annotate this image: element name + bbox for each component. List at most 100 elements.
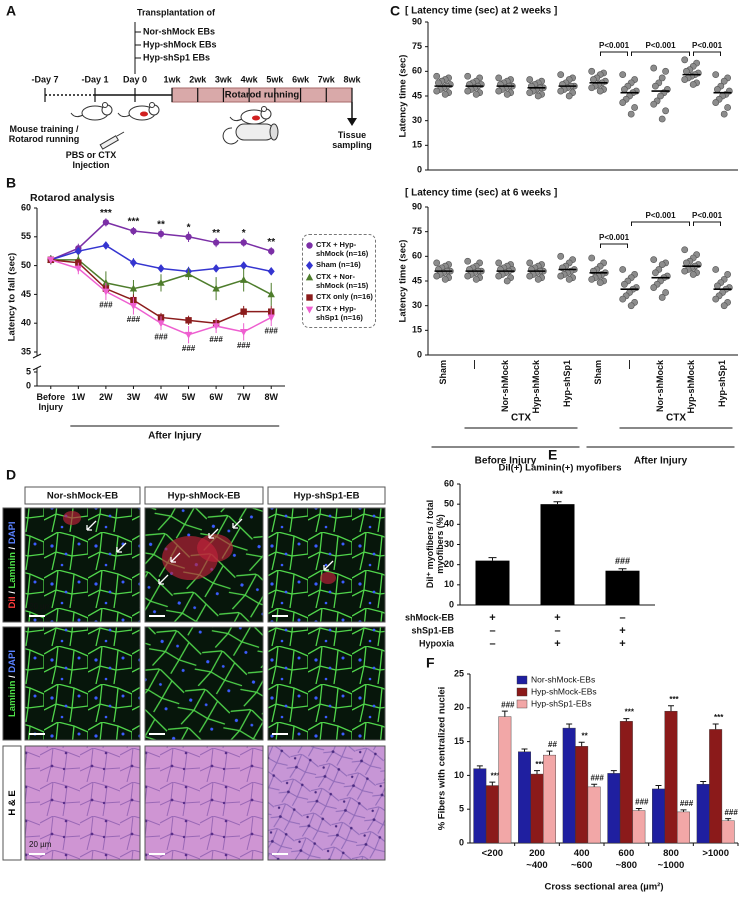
- significance-label: ***: [669, 695, 679, 704]
- data-point: [658, 74, 666, 82]
- data-point: [464, 257, 472, 265]
- data-point: [650, 284, 658, 291]
- arrow: [323, 560, 334, 571]
- y-tick-label: 25: [454, 668, 464, 678]
- row-label: H & E: [7, 790, 18, 815]
- bar: [518, 751, 531, 844]
- syringe-needle: [116, 131, 125, 137]
- timepoint-label: 3wk: [215, 74, 233, 84]
- legend-marker: [305, 306, 314, 314]
- row-label-part: DAPI: [7, 650, 18, 673]
- arrow: [158, 574, 169, 585]
- bar: [619, 721, 633, 844]
- condition-mark: –: [489, 638, 495, 650]
- x-tick-label: 600 ~800: [615, 848, 638, 871]
- y-tick-label: 15: [412, 140, 422, 150]
- column-header: Nor-shMock-EB: [47, 491, 118, 502]
- bar: [677, 811, 690, 844]
- y-tick-label: 0: [26, 380, 31, 390]
- data-point: [619, 71, 627, 79]
- y-tick-label: 90: [412, 201, 422, 211]
- error-bar: [521, 748, 528, 752]
- micrograph: [24, 626, 141, 741]
- timepoint-label: 6wk: [292, 74, 310, 84]
- condition-mark: +: [619, 638, 625, 650]
- y-tick-label: 20: [444, 559, 454, 569]
- axis-break: [32, 353, 42, 359]
- x-tick-label: Sham: [438, 360, 448, 385]
- significance-label: ***: [491, 771, 501, 780]
- significance-label: ###: [182, 344, 196, 353]
- error-bar: [501, 710, 508, 717]
- x-tick-label: 5W: [181, 392, 196, 402]
- phase-label: After Injury: [634, 456, 688, 467]
- condition-name: shSp1-EB: [411, 625, 454, 635]
- condition-mark: +: [489, 612, 495, 624]
- y-tick-label: 5: [459, 804, 464, 814]
- transplant-group: Hyp-shSp1 EBs: [143, 52, 210, 62]
- x-tick-label: 200 ~400: [526, 848, 548, 871]
- significance-label: ###: [127, 315, 141, 324]
- point: [185, 317, 192, 324]
- comparison-bracket: [631, 221, 690, 226]
- comparison-bracket: [600, 51, 628, 56]
- significance-label: *: [242, 228, 246, 239]
- data-point: [627, 302, 635, 310]
- point: [47, 256, 55, 264]
- point: [240, 239, 247, 246]
- dii-signal: [63, 511, 81, 525]
- y-tick-label: 35: [21, 346, 31, 356]
- data-point: [526, 259, 534, 267]
- data-point: [619, 295, 627, 303]
- y-tick-label: 30: [412, 300, 422, 310]
- x-tick-label: 1W: [71, 392, 86, 402]
- comparison-bracket: [600, 243, 628, 248]
- data-point: [712, 71, 720, 79]
- data-point: [720, 77, 728, 85]
- mouse-tail: [229, 116, 243, 122]
- bar: [498, 716, 512, 844]
- mouse-tail: [117, 112, 131, 118]
- data-point: [557, 272, 565, 280]
- x-tick-label: 6W: [209, 392, 223, 402]
- data-point: [441, 275, 449, 283]
- significance-label: ###: [680, 799, 694, 808]
- legend-item: CTX only (n=16): [305, 292, 373, 302]
- legend-item: CTX + Hyp-shSp1 (n=16): [305, 304, 373, 322]
- legend-swatch: [516, 699, 528, 709]
- comparison-label: P<0.001: [645, 211, 676, 220]
- timepoint-label: 7wk: [318, 74, 336, 84]
- timepoint-label: -Day 1: [81, 74, 108, 84]
- y-axis-label: Latency time (sec): [398, 240, 409, 323]
- error-bar: [623, 718, 630, 722]
- x-tick-label: Nor-shMock: [655, 359, 665, 412]
- comparison-label: P<0.001: [645, 41, 676, 50]
- syringe: [99, 135, 119, 150]
- error-bar: [610, 770, 617, 774]
- data-point: [565, 275, 573, 283]
- error-bar: [725, 818, 732, 821]
- comparison-label: P<0.001: [599, 233, 630, 242]
- group-label: CTX: [511, 413, 531, 424]
- arrow: [170, 552, 181, 563]
- significance-label: ###: [209, 335, 223, 344]
- data-point: [650, 100, 658, 108]
- y-tick-label: 0: [449, 599, 454, 609]
- error-bar: [546, 750, 553, 756]
- point: [130, 227, 137, 235]
- x-tick-label: 4W: [154, 392, 168, 402]
- condition-mark: +: [554, 612, 560, 624]
- row-label-part: /: [7, 544, 18, 552]
- data-point: [657, 92, 664, 100]
- row-label-part: DAPI: [7, 521, 18, 544]
- data-point: [627, 110, 635, 118]
- significance-label: ***: [535, 760, 545, 769]
- sampling-label: Tissue sampling: [332, 130, 372, 150]
- y-tick-label: 10: [454, 770, 464, 780]
- data-point: [434, 79, 442, 87]
- comparison-bracket: [631, 51, 690, 56]
- bar: [709, 729, 723, 844]
- y-tick-label: 60: [412, 66, 422, 76]
